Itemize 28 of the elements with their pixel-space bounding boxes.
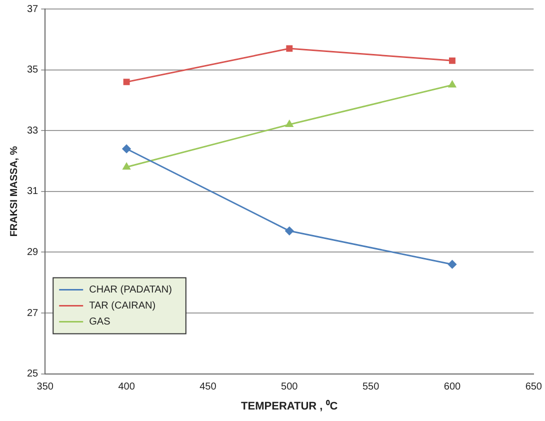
x-tick-label: 650 [525,382,542,393]
x-tick-label: 600 [444,382,462,393]
x-axis-title: TEMPERATUR , ⁰C [241,399,338,412]
x-tick-label: 500 [281,382,298,393]
point [123,78,130,86]
y-tick-label: 35 [27,64,39,76]
point [122,144,131,154]
x-tick-label: 450 [200,382,217,393]
point [286,120,294,128]
point [285,226,294,236]
y-tick-label: 37 [27,4,39,15]
point [122,162,130,170]
point [286,45,293,52]
y-tick-label: 29 [27,246,39,258]
x-tick-label: 550 [362,382,380,393]
point [448,260,456,269]
legend-label: TAR (CAIRAN) [89,300,156,312]
x-tick-label: 400 [118,382,136,393]
legend-label: CHAR (PADATAN) [89,284,172,296]
point [449,57,456,64]
x-tick-label: 350 [36,382,54,393]
y-axis-title: FRAKSI MASSA, % [8,146,20,237]
y-tick-label: 25 [27,368,39,380]
legend-label: GAS [89,316,111,328]
y-tick-label: 33 [27,125,39,136]
point [448,80,456,88]
y-tick-label: 31 [27,186,39,198]
y-tick-label: 27 [27,308,39,319]
